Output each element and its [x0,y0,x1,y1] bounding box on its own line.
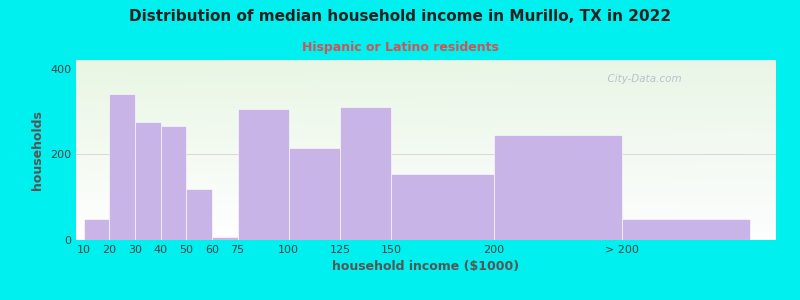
Bar [84,219,110,240]
Bar [622,219,750,240]
Bar [212,237,238,240]
Bar [289,148,340,240]
Bar [186,189,212,240]
Bar [161,126,186,240]
Bar [391,174,494,240]
Bar [110,94,135,240]
Bar [340,107,391,240]
Bar [135,122,161,240]
Bar [494,135,622,240]
Text: Hispanic or Latino residents: Hispanic or Latino residents [302,40,498,53]
Bar [238,109,289,240]
Text: City-Data.com: City-Data.com [601,74,682,84]
Text: Distribution of median household income in Murillo, TX in 2022: Distribution of median household income … [129,9,671,24]
X-axis label: household income ($1000): household income ($1000) [333,260,519,273]
Y-axis label: households: households [31,110,45,190]
